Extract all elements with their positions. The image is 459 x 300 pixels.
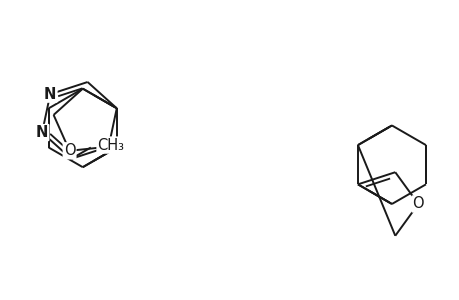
Text: CH₃: CH₃ bbox=[97, 138, 124, 153]
Text: O: O bbox=[64, 143, 75, 158]
Text: N: N bbox=[44, 87, 56, 102]
Text: O: O bbox=[412, 196, 423, 211]
Text: N: N bbox=[36, 125, 48, 140]
